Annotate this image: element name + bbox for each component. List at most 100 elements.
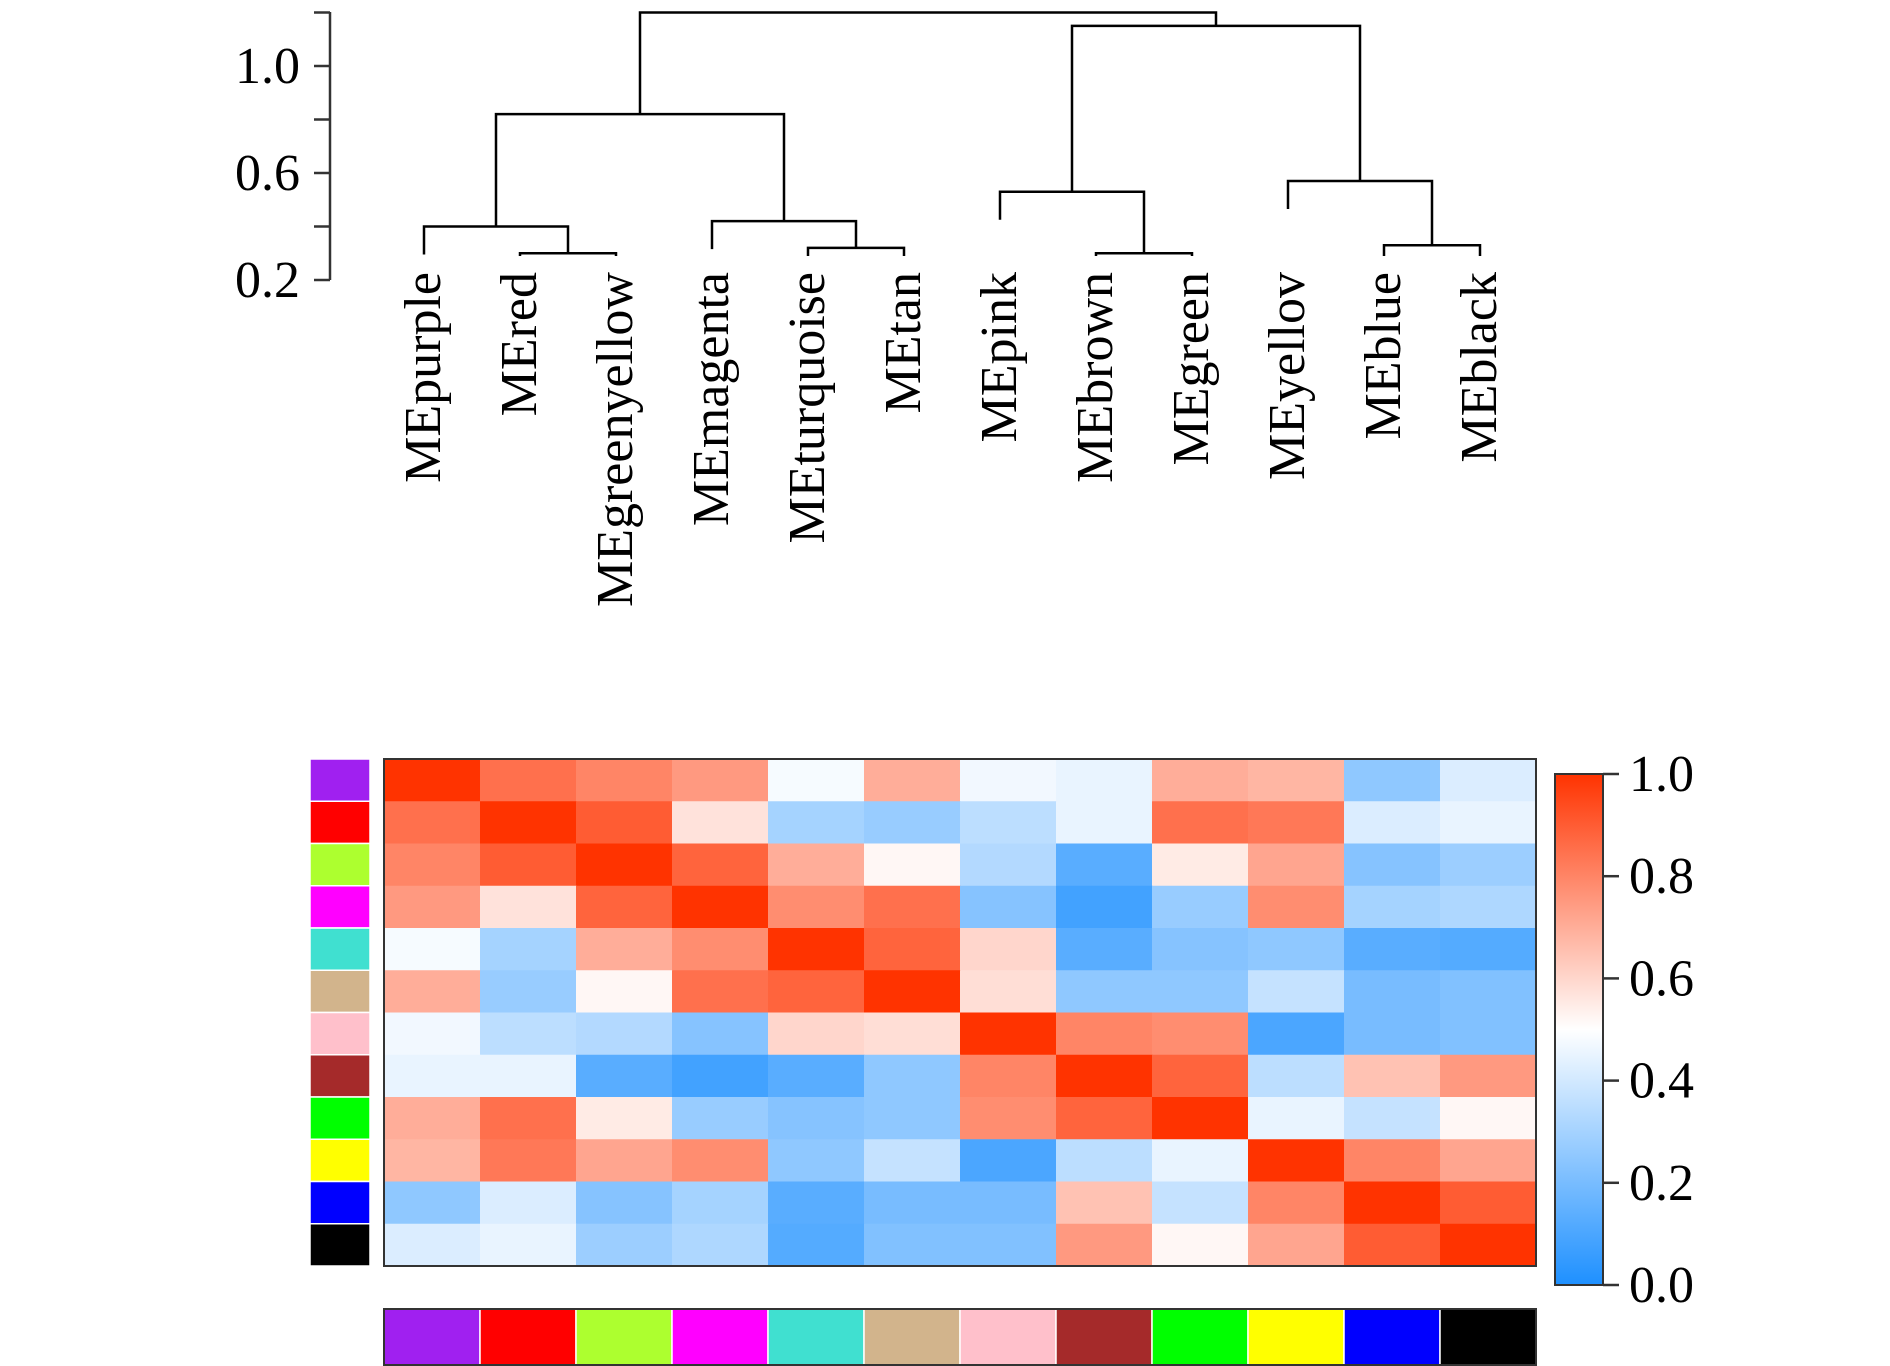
heatmap-cell — [1344, 1223, 1441, 1267]
dendrogram-leaf-label: MEtan — [875, 272, 932, 414]
dendrogram-leaf-label: MEgreenyellow — [587, 272, 644, 607]
column-swatch-border — [383, 1308, 1537, 1366]
heatmap-cell — [576, 1097, 673, 1140]
heatmap-cell — [1152, 1097, 1249, 1140]
heatmap-cell — [1056, 843, 1153, 887]
column-color-swatch — [1343, 1308, 1441, 1366]
column-color-swatch — [863, 1308, 961, 1366]
heatmap-cell — [864, 970, 961, 1014]
heatmap-cell — [768, 1097, 865, 1140]
heatmap-cell — [864, 1223, 961, 1267]
heatmap-cell — [1440, 885, 1537, 929]
column-color-swatch — [767, 1308, 865, 1366]
heatmap-cell — [1248, 1223, 1345, 1267]
heatmap-cell — [384, 801, 481, 845]
heatmap-cell — [1152, 970, 1249, 1014]
heatmap-cell — [864, 1181, 961, 1225]
heatmap-cell — [1440, 801, 1537, 845]
heatmap-cell — [672, 928, 769, 971]
heatmap-cell — [576, 928, 673, 971]
heatmap-cell — [1056, 1012, 1153, 1056]
colorbar-tick-label: 0.8 — [1629, 848, 1694, 905]
dendrogram-leaf-labels: MEpurple MEred MEgreenyellow MEmagenta MEtur… — [395, 272, 1508, 607]
dendrogram-branch — [638, 11, 1218, 115]
dendrogram-branch — [1382, 243, 1482, 256]
dendrogram-tick-label: 0.2 — [235, 252, 300, 309]
heatmap-cell — [768, 1054, 865, 1098]
heatmap-cell — [768, 1012, 865, 1056]
column-color-swatches — [383, 1308, 1537, 1366]
heatmap-cell — [672, 1181, 769, 1225]
dendrogram-branch — [422, 225, 570, 255]
heatmap — [309, 758, 1537, 1366]
dendrogram-tick-label: 0.6 — [235, 145, 300, 202]
heatmap-cell — [672, 843, 769, 887]
heatmap-cell — [1056, 970, 1153, 1014]
dendrogram-y-axis: 1.0 0.6 0.2 — [235, 11, 332, 309]
heatmap-cell — [1248, 928, 1345, 971]
heatmap-cell — [1344, 928, 1441, 971]
heatmap-cell — [1248, 885, 1345, 929]
heatmap-cell — [480, 1181, 577, 1225]
column-color-swatch — [1151, 1308, 1249, 1366]
heatmap-cell — [1248, 801, 1345, 845]
heatmap-cell — [768, 759, 865, 802]
heatmap-cell — [960, 970, 1057, 1014]
dendrogram-branch — [1070, 24, 1362, 192]
column-color-swatch — [1247, 1308, 1345, 1366]
row-color-swatch — [309, 885, 371, 929]
heatmap-cell — [768, 1139, 865, 1183]
heatmap-cell — [768, 801, 865, 845]
heatmap-cell — [672, 1097, 769, 1140]
heatmap-cell — [384, 759, 481, 802]
heatmap-cell — [384, 885, 481, 929]
dendrogram-branch — [518, 252, 618, 256]
heatmap-cell — [1344, 970, 1441, 1014]
heatmap-cell — [480, 759, 577, 802]
heatmap-cell — [960, 759, 1057, 802]
colorbar-tick-label: 1.0 — [1629, 746, 1694, 803]
heatmap-cell — [1344, 759, 1441, 802]
dendrogram-branch — [710, 219, 858, 250]
heatmap-cell — [672, 1139, 769, 1183]
heatmap-cell — [384, 1012, 481, 1056]
heatmap-cell — [1152, 801, 1249, 845]
heatmap-cell — [960, 1139, 1057, 1183]
heatmap-cell — [1056, 801, 1153, 845]
heatmap-cell — [1152, 1012, 1249, 1056]
dendrogram-leaf-label: MEturquoise — [779, 272, 836, 544]
dendrogram-leaf-label: MEmagenta — [683, 272, 740, 526]
column-color-swatch — [383, 1308, 481, 1366]
heatmap-cell — [1440, 759, 1537, 802]
heatmap-cell — [768, 1181, 865, 1225]
heatmap-cell — [1056, 928, 1153, 971]
heatmap-cell — [1248, 1181, 1345, 1225]
heatmap-cell — [864, 1097, 961, 1140]
dendrogram-leaf-label: MEblue — [1355, 272, 1412, 440]
heatmap-cell — [1152, 1054, 1249, 1098]
heatmap-cell — [1440, 1181, 1537, 1225]
heatmap-cell — [672, 1223, 769, 1267]
dendrogram-branches — [422, 11, 1482, 256]
heatmap-cell — [1248, 843, 1345, 887]
colorbar-tick-label: 0.2 — [1629, 1155, 1694, 1212]
heatmap-cell — [576, 1181, 673, 1225]
heatmap-cell — [960, 801, 1057, 845]
heatmap-cell — [384, 1054, 481, 1098]
heatmap-cell — [960, 1012, 1057, 1056]
heatmap-cell — [960, 1181, 1057, 1225]
heatmap-cell — [576, 801, 673, 845]
dendrogram-branch — [494, 112, 786, 227]
row-color-swatch — [309, 1096, 371, 1140]
heatmap-cell — [960, 843, 1057, 887]
heatmap-cell — [960, 928, 1057, 971]
dendrogram-leaf-label: MEred — [491, 272, 548, 416]
heatmap-cell — [1152, 1139, 1249, 1183]
column-color-swatch — [959, 1308, 1057, 1366]
heatmap-cell — [1056, 885, 1153, 929]
heatmap-cell — [480, 928, 577, 971]
heatmap-cell — [1344, 1054, 1441, 1098]
heatmap-cell — [1440, 1139, 1537, 1183]
column-color-swatch — [1055, 1308, 1153, 1366]
heatmap-cell — [768, 970, 865, 1014]
